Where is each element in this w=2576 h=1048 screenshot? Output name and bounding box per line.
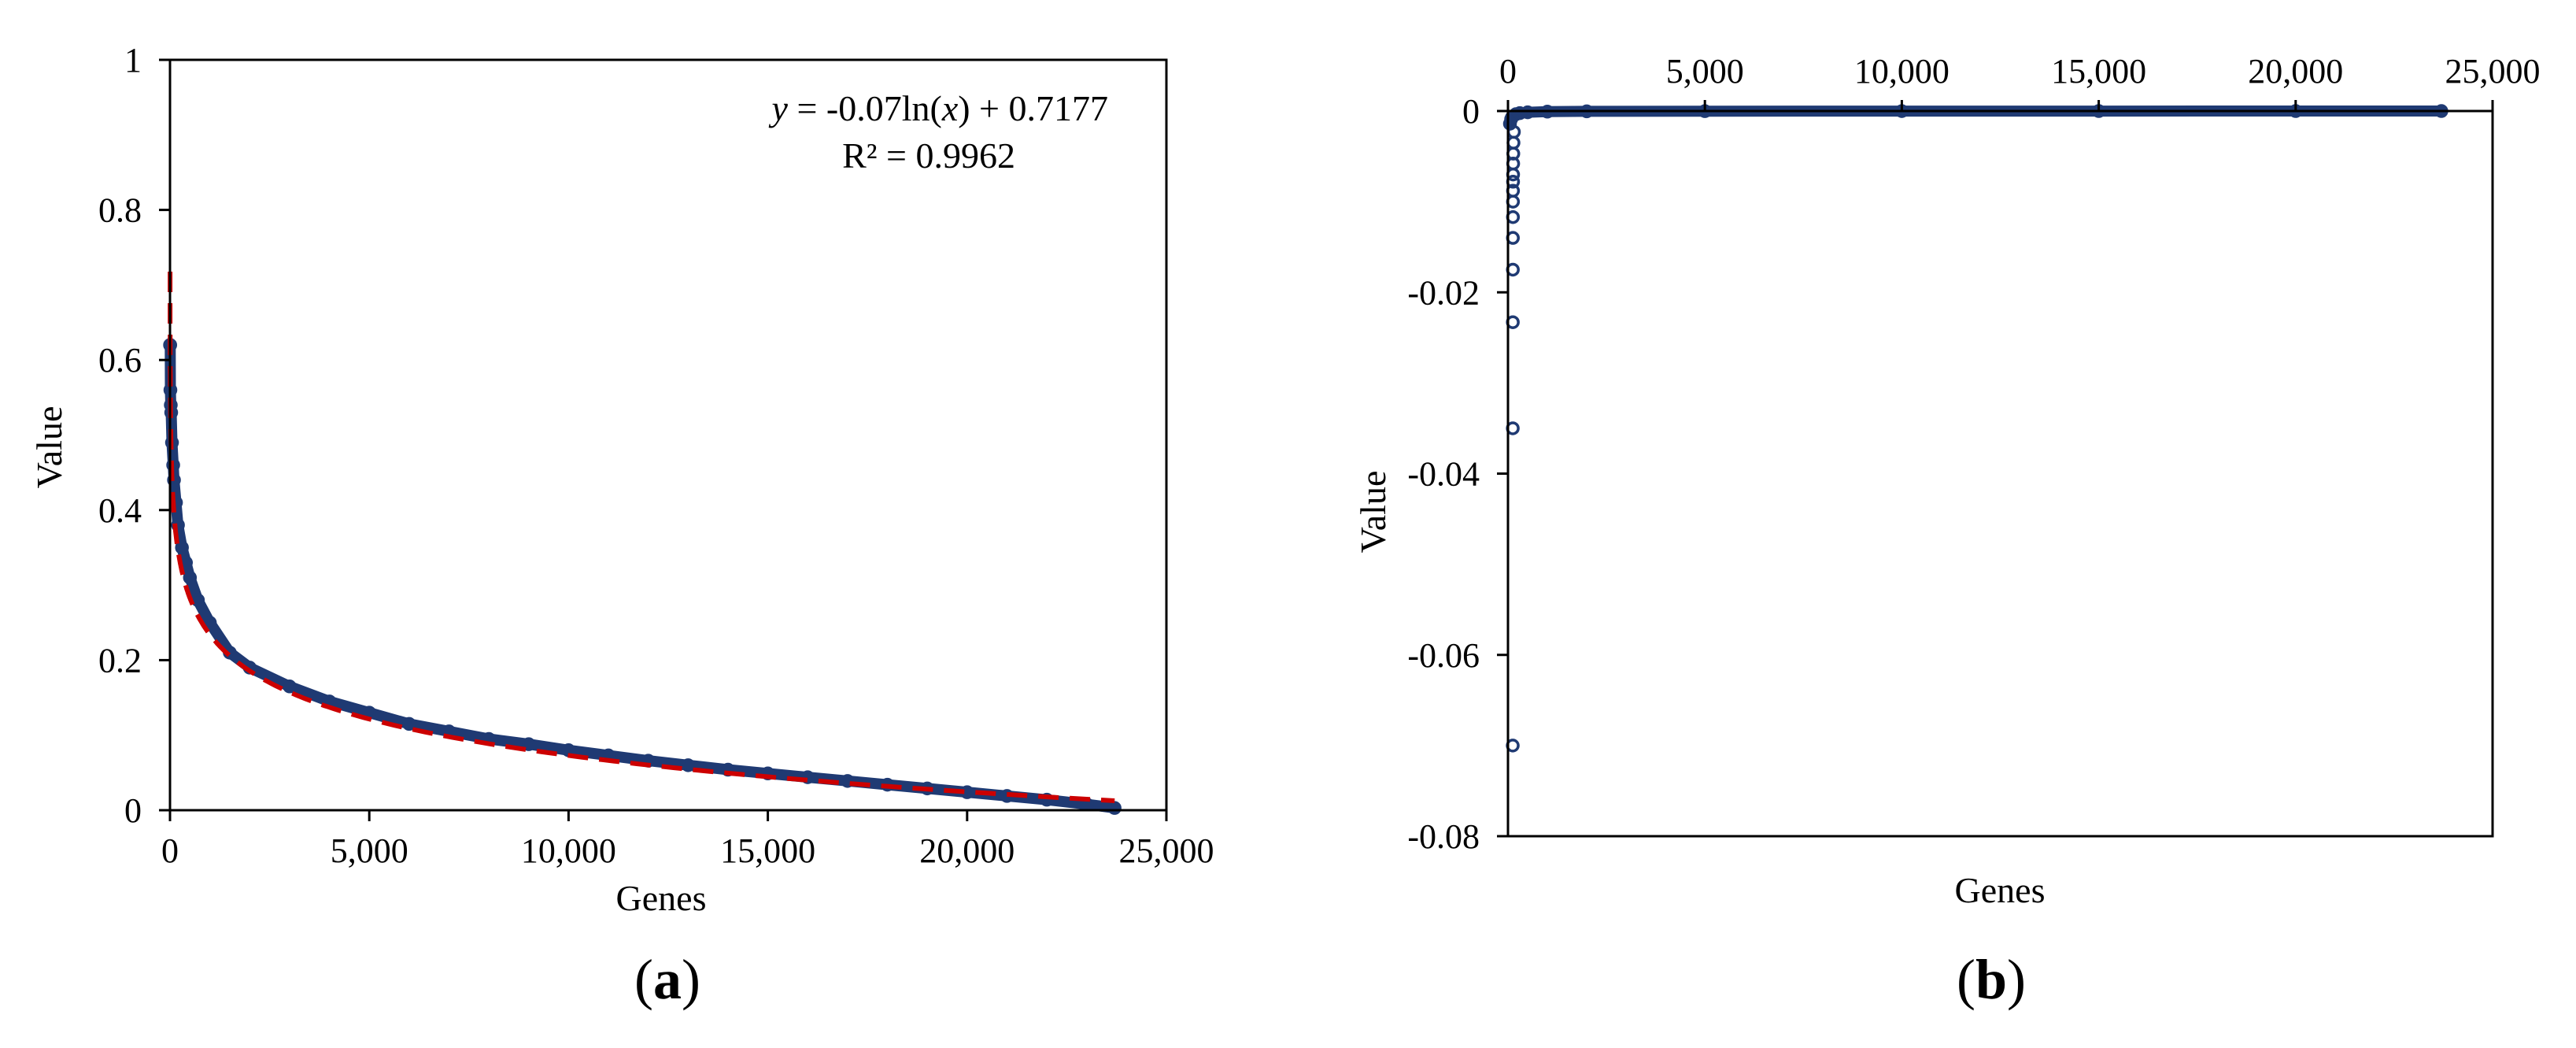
chart-a-y-tick-label: 1 <box>124 41 142 80</box>
chart-b-y-tick-label: -0.08 <box>1407 817 1480 856</box>
chart-a-point <box>1040 792 1054 807</box>
chart-a-point <box>1107 801 1122 815</box>
chart-a-x-tick-label: 10,000 <box>521 831 616 870</box>
chart-a-plot-frame <box>168 58 1168 812</box>
chart-b-panel-open-paren: ( <box>1957 948 1975 1011</box>
chart-b-x-tick-label: 5,000 <box>1666 52 1744 91</box>
chart-a-panel-open-paren: ( <box>634 948 653 1011</box>
chart-a-x-tick-label: 15,000 <box>720 831 815 870</box>
chart-panel-b: 0 5,000 10,000 15,000 20,000 25,000 0 -0.02 -0.0… <box>1353 52 2541 1011</box>
chart-b-ticks: 0 5,000 10,000 15,000 20,000 25,000 0 -0.02 -0.0… <box>1407 52 2540 856</box>
chart-b-x-tick-label: 20,000 <box>2248 52 2343 91</box>
chart-b-x-tick-label: 10,000 <box>1854 52 1950 91</box>
chart-a-point <box>402 717 416 731</box>
chart-a-point <box>800 770 815 784</box>
chart-b-y-tick-label: -0.04 <box>1407 455 1480 494</box>
chart-a-trendline <box>168 272 1115 803</box>
chart-b-y-tick-label: -0.02 <box>1407 273 1480 312</box>
chart-a-point <box>175 540 189 555</box>
chart-a-point <box>183 570 198 585</box>
chart-b-panel-close-paren: ) <box>2007 948 2026 1011</box>
chart-b-point <box>1506 167 1521 182</box>
chart-b-y-tick-label: -0.06 <box>1407 636 1480 675</box>
chart-a-point <box>283 680 297 694</box>
chart-a-equation-rest: = -0.07ln( <box>788 88 942 128</box>
chart-a-x-tick-label: 25,000 <box>1119 831 1214 870</box>
chart-a-panel-letter: a <box>653 948 682 1011</box>
chart-a-x-tick-label: 0 <box>161 831 179 870</box>
chart-b-point <box>1506 135 1521 150</box>
chart-a-y-tick-label: 0.6 <box>98 341 142 380</box>
chart-a-equation-end: ) + 0.7177 <box>958 88 1108 128</box>
chart-b-plot-frame <box>1506 109 2494 838</box>
chart-a-y-tick-label: 0 <box>124 791 142 830</box>
chart-a-equation-x: x <box>941 88 959 128</box>
chart-a-y-tick-label: 0.8 <box>98 191 142 230</box>
chart-a-panel-label: (a) <box>634 948 700 1011</box>
chart-a-x-axis-label: Genes <box>616 878 707 918</box>
chart-a-y-tick-label: 0.2 <box>98 641 142 680</box>
chart-a-point <box>171 518 185 532</box>
chart-b-x-tick-label: 15,000 <box>2051 52 2146 91</box>
chart-a-y-tick-label: 0.4 <box>98 491 142 530</box>
chart-a-panel-close-paren: ) <box>682 948 700 1011</box>
chart-a-point <box>681 758 696 772</box>
chart-b-data <box>1502 104 2448 753</box>
chart-b-point <box>1521 105 1535 120</box>
chart-b-x-tick-label: 25,000 <box>2445 52 2541 91</box>
chart-b-panel-letter: b <box>1975 948 2007 1011</box>
chart-b-x-tick-label: 0 <box>1499 52 1517 91</box>
chart-a-series-curve <box>164 339 1121 814</box>
chart-panel-a: 0 5,000 10,000 15,000 20,000 25,000 0 0.2 0.4 0.6… <box>29 41 1214 1011</box>
chart-a-r-squared: R² = 0.9962 <box>842 135 1015 176</box>
chart-b-y-tick-label: 0 <box>1462 92 1480 131</box>
chart-a-point <box>841 774 855 788</box>
chart-a-equation-y: y <box>769 88 789 128</box>
chart-b-point <box>1513 106 1527 120</box>
chart-a-data <box>163 272 1122 815</box>
chart-a-x-tick-label: 20,000 <box>919 831 1015 870</box>
chart-b-panel-label: (b) <box>1957 948 2026 1011</box>
chart-a-y-axis-label: Value <box>29 406 69 489</box>
chart-b-x-axis-label: Genes <box>1955 870 2046 910</box>
chart-b-y-axis-label: Value <box>1353 471 1393 554</box>
chart-a-x-tick-label: 5,000 <box>331 831 408 870</box>
chart-a-ticks: 0 5,000 10,000 15,000 20,000 25,000 0 0.2 0.4 0.6… <box>98 41 1214 870</box>
chart-a-trend-equation: y = -0.07ln(x) + 0.7177 <box>769 88 1108 128</box>
chart-a-point <box>522 737 536 751</box>
